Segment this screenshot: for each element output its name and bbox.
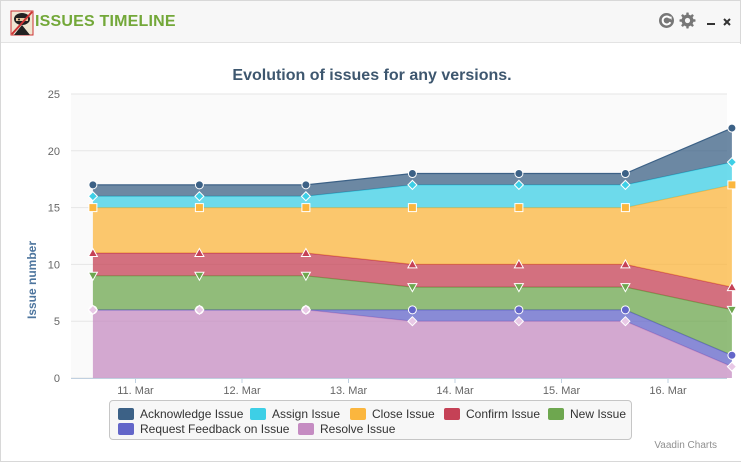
marker-new-issue (407, 283, 418, 293)
credits-link[interactable]: Vaadin Charts (654, 440, 717, 451)
y-tick-label: 5 (54, 316, 60, 328)
marker-resolve-issue (513, 315, 525, 327)
y-tick-label: 0 (54, 373, 60, 385)
marker-confirm-issue (513, 258, 525, 269)
marker-assign-issue (513, 179, 525, 191)
y-tick-label: 25 (48, 89, 60, 101)
panel-title: ISSUES TIMELINE (35, 13, 176, 30)
marker-acknowledge-issue (620, 169, 630, 179)
x-tick-label: 16. Mar (649, 385, 687, 397)
marker-new-issue (513, 283, 525, 293)
marker-resolve-issue (620, 315, 631, 327)
chart-title: Evolution of issues for any versions. (232, 67, 511, 84)
y-axis-label: Issue number (25, 241, 39, 319)
x-tick-label: 11. Mar (117, 385, 154, 397)
legend-swatch (118, 408, 134, 420)
marker-close-issue (407, 203, 417, 213)
legend-swatch (118, 423, 134, 435)
marker-assign-issue (87, 191, 99, 202)
marker-acknowledge-issue (727, 123, 737, 133)
marker-confirm-issue (407, 258, 418, 269)
area-acknowledge-issue (92, 128, 732, 197)
marker-request-feedback-on-issue (407, 305, 417, 315)
area-resolve-issue (92, 309, 732, 378)
marker-confirm-issue (194, 247, 205, 258)
legend-label: Acknowledge Issue (140, 407, 244, 421)
marker-new-issue (726, 305, 738, 316)
marker-resolve-issue (300, 304, 312, 316)
legend-swatch (250, 408, 266, 420)
legend-label: Assign Issue (272, 407, 341, 421)
marker-close-issue (194, 203, 204, 213)
marker-confirm-issue (300, 247, 312, 258)
marker-close-issue (514, 203, 524, 213)
issues-area-chart: Evolution of issues for any versions. Is… (25, 67, 738, 397)
marker-request-feedback-on-issue (727, 350, 737, 360)
marker-new-issue (87, 271, 99, 282)
axes: 0 5 10 15 20 25 11. Mar 12. Mar 13. Mar 14. Mar 15… (48, 89, 727, 397)
marker-assign-issue (620, 179, 631, 191)
marker-acknowledge-issue (514, 169, 524, 179)
panel-header: ISSUES TIMELINE (1, 1, 740, 43)
legend-swatch (548, 408, 564, 420)
marker-acknowledge-issue (301, 180, 311, 190)
marker-assign-issue (726, 156, 738, 168)
x-tick-label: 13. Mar (330, 385, 368, 397)
marker-assign-issue (300, 191, 312, 202)
marker-confirm-issue (726, 281, 738, 292)
x-tick-label: 12. Mar (223, 385, 261, 397)
legend-swatch (444, 408, 460, 420)
marker-acknowledge-issue (88, 180, 98, 190)
marker-request-feedback-on-issue (620, 305, 630, 315)
legend-label: New Issue (570, 407, 627, 421)
area-new-issue (92, 275, 732, 356)
marker-resolve-issue (194, 304, 205, 316)
legend-label: Resolve Issue (320, 422, 396, 436)
marker-resolve-issue (726, 361, 738, 372)
series-markers (87, 123, 738, 372)
legend-swatch (350, 408, 366, 420)
marker-confirm-issue (87, 247, 99, 258)
marker-request-feedback-on-issue (514, 305, 524, 315)
marker-close-issue (727, 180, 737, 190)
y-tick-label: 20 (48, 146, 60, 158)
minimize-icon[interactable] (705, 14, 717, 30)
legend-label: Confirm Issue (466, 407, 541, 421)
area-close-issue (92, 184, 732, 288)
marker-new-issue (194, 271, 205, 282)
marker-close-issue (88, 203, 98, 213)
marker-resolve-issue (87, 304, 99, 316)
ninja-icon (10, 10, 34, 36)
chart-area: Evolution of issues for any versions. Is… (2, 44, 741, 461)
refresh-icon[interactable] (658, 12, 675, 29)
x-tick-label: 14. Mar (436, 385, 474, 397)
y-tick-label: 15 (48, 203, 60, 215)
area-confirm-issue (92, 253, 732, 310)
series-areas (92, 127, 733, 378)
gear-icon[interactable] (679, 12, 696, 29)
marker-new-issue (300, 271, 312, 282)
close-icon[interactable] (721, 14, 733, 30)
legend-swatch (298, 423, 314, 435)
marker-assign-issue (407, 179, 418, 191)
legend-label: Request Feedback on Issue (140, 422, 290, 436)
marker-close-issue (301, 203, 311, 213)
y-tick-label: 10 (48, 259, 60, 271)
marker-resolve-issue (407, 315, 418, 327)
x-tick-label: 15. Mar (543, 385, 581, 397)
marker-acknowledge-issue (194, 180, 204, 190)
marker-assign-issue (194, 191, 205, 202)
chart-legend: Acknowledge Issue Assign Issue Close Iss… (109, 400, 632, 440)
marker-confirm-issue (620, 258, 631, 269)
marker-new-issue (620, 283, 631, 293)
marker-close-issue (620, 203, 630, 213)
marker-acknowledge-issue (407, 169, 417, 179)
legend-label: Close Issue (372, 407, 435, 421)
